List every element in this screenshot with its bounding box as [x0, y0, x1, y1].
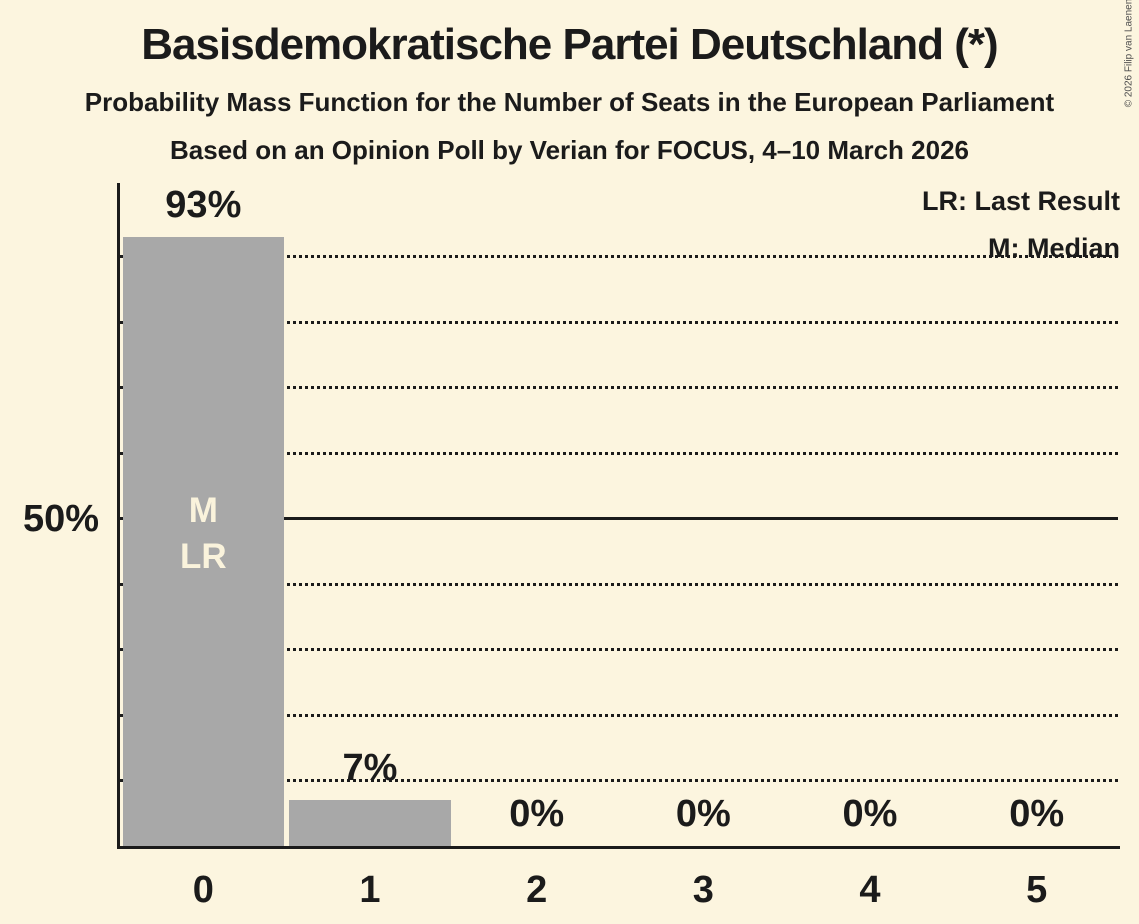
gridline-20pct [120, 713, 1118, 717]
gridline-40pct [120, 582, 1118, 586]
gridline-30pct [120, 648, 1118, 652]
x-tick-label-5: 5 [1026, 869, 1048, 911]
copyright-notice: © 2026 Filip van Laenen [1121, 0, 1137, 107]
bar-seats-1 [289, 800, 451, 846]
x-tick-label-3: 3 [692, 869, 714, 911]
median-last-result-marker: M LR [120, 488, 287, 580]
marker-line-lr: LR [180, 537, 227, 576]
value-label-seats-3: 0% [675, 793, 731, 835]
x-axis-tick-row: 0 1 2 3 4 5 [120, 868, 1120, 914]
x-axis-line [117, 846, 1120, 849]
legend-item-median: M: Median [988, 233, 1120, 263]
value-label-seats-5: 0% [1009, 793, 1065, 835]
chart-source-line: Based on an Opinion Poll by Verian for F… [169, 135, 969, 165]
x-tick-label-2: 2 [526, 869, 548, 911]
marker-line-m: M [188, 491, 218, 530]
gridline-50pct-solid [120, 517, 1118, 521]
gridline-90pct [120, 255, 1118, 259]
legend-item-last-result: LR: Last Result [921, 186, 1120, 216]
x-tick-label-1: 1 [359, 869, 381, 911]
value-label-seats-1: 7% [342, 747, 398, 790]
copyright-text: © 2026 Filip van Laenen [1123, 0, 1135, 108]
bar-seats-0 [122, 237, 285, 846]
value-label-seats-4: 0% [842, 793, 898, 835]
x-tick-label-4: 4 [859, 869, 881, 911]
y-axis-line [117, 183, 120, 849]
value-label-seats-0: 93% [165, 184, 242, 227]
chart-subtitle: Probability Mass Function for the Number… [84, 87, 1055, 117]
gridline-10pct [120, 779, 1118, 783]
plot-area: 93% 7% 0% 0% 0% 0% M LR [120, 183, 1120, 846]
gridline-80pct [120, 320, 1118, 324]
y-axis-tick-label: 50% [22, 498, 99, 540]
x-tick-label-0: 0 [192, 869, 214, 911]
page-title: Basisdemokratische Partei Deutschland (*… [141, 20, 998, 69]
gridline-70pct [120, 386, 1118, 390]
value-label-seats-2: 0% [509, 793, 565, 835]
gridline-60pct [120, 451, 1118, 455]
